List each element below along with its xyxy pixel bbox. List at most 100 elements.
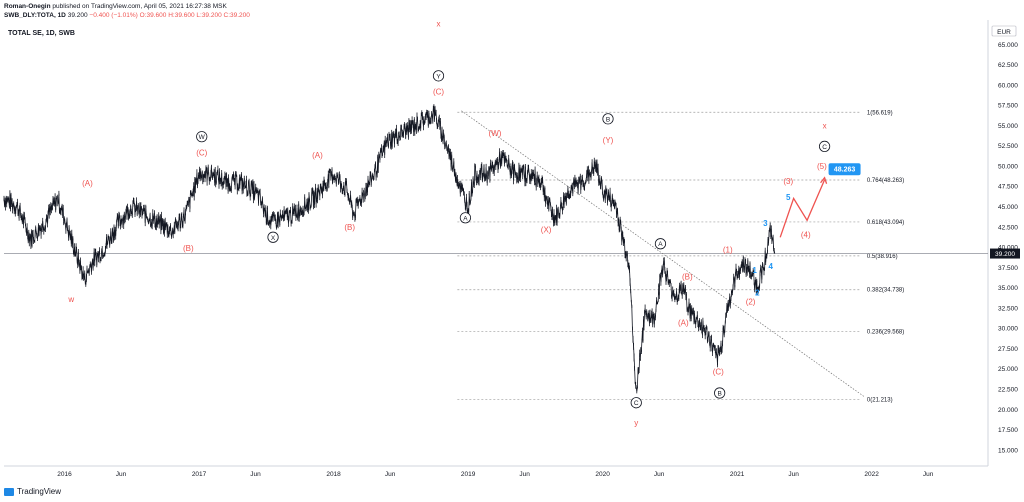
currency-label: EUR <box>997 29 1011 36</box>
y-tick-label: 50.000 <box>998 163 1018 170</box>
wave-label: C <box>634 400 639 407</box>
target-badge-label: 48.263 <box>834 167 856 174</box>
wave-label-circle <box>602 113 614 125</box>
wave-label: 4 <box>769 262 774 271</box>
wave-label: C <box>822 144 827 151</box>
wave-label-circle <box>432 70 445 82</box>
wave-label-circle <box>818 140 831 153</box>
logo-text: TradingView <box>17 487 62 496</box>
ohlc-values: O:39.600 H:39.600 L:39.200 C:39.200 <box>139 12 250 19</box>
projection-arrowhead <box>820 176 828 184</box>
fib-level-label: 0.618(43.094) <box>867 220 904 226</box>
y-tick-label: 35.000 <box>998 285 1018 292</box>
x-tick-label: Jun <box>923 471 934 478</box>
x-tick-label: Jun <box>788 471 799 478</box>
wave-label: (A) <box>82 179 93 188</box>
y-tick-label: 27.500 <box>998 346 1018 353</box>
wave-label: W <box>199 134 206 141</box>
y-tick-label: 37.500 <box>998 265 1018 272</box>
last-price-badge <box>990 248 1020 259</box>
x-tick-label: Jun <box>250 471 261 478</box>
x-tick-label: 2022 <box>864 471 879 478</box>
y-tick-label: 30.000 <box>998 326 1018 333</box>
author-name[interactable]: Roman-Onegin <box>4 3 51 10</box>
fib-level-label: 0.764(48.263) <box>867 178 904 184</box>
y-tick-label: 22.500 <box>998 387 1018 394</box>
x-tick-label: Jun <box>385 471 396 478</box>
published-info: published on TradingView.com, April 05, … <box>52 3 227 10</box>
wave-label: X <box>271 235 276 242</box>
wave-label: A <box>463 215 468 222</box>
y-tick-label: 40.000 <box>998 245 1018 252</box>
x-tick-label: Jun <box>116 471 127 478</box>
currency-box <box>991 25 1017 37</box>
x-tick-label: Jun <box>519 471 530 478</box>
wave-label: (A) <box>312 151 323 160</box>
wave-label: (A) <box>678 319 689 328</box>
y-tick-label: 52.500 <box>998 143 1018 150</box>
y-tick-label: 17.500 <box>998 427 1018 434</box>
wave-label: B <box>606 116 610 123</box>
y-tick-label: 25.000 <box>998 366 1018 373</box>
y-tick-label: 15.000 <box>998 447 1018 454</box>
tradingview-logo-icon <box>4 487 14 496</box>
y-tick-label: 45.000 <box>998 204 1018 211</box>
wave-label: (Y) <box>603 136 614 145</box>
wave-label: 3 <box>763 219 768 228</box>
symbol-line: SWB_DLY:TOTA, 1D <box>4 12 66 19</box>
y-tick-label: 57.500 <box>998 103 1018 110</box>
last-price-badge-label: 39.200 <box>995 251 1015 258</box>
target-badge <box>828 163 861 176</box>
projection-path <box>779 179 826 238</box>
y-tick-label: 47.500 <box>998 184 1018 191</box>
wave-label-circle <box>459 212 472 224</box>
wave-label: (1) <box>723 246 733 255</box>
x-tick-label: 2016 <box>57 471 72 478</box>
wave-label: 5 <box>786 193 791 202</box>
y-tick-label: 42.500 <box>998 224 1018 231</box>
wave-label: (B) <box>183 244 194 253</box>
fib-level-label: 0.236(29.568) <box>867 330 904 336</box>
y-tick-label: 32.500 <box>998 305 1018 312</box>
y-tick-label: 65.000 <box>998 42 1018 49</box>
wave-label: (X) <box>541 225 552 234</box>
chart-header: Roman-Onegin published on TradingView.co… <box>4 2 250 20</box>
y-tick-label: 60.000 <box>998 82 1018 89</box>
tradingview-logo[interactable]: TradingView <box>4 487 61 496</box>
wave-label-circle <box>267 231 279 243</box>
wave-label: x <box>437 19 441 28</box>
wave-label-circle <box>196 131 208 143</box>
fib-level-label: 0(21.213) <box>867 397 893 403</box>
x-tick-label: 2019 <box>461 471 476 478</box>
fib-level-label: 0.382(34.738) <box>867 288 904 294</box>
wave-label: (4) <box>801 230 811 239</box>
wave-label: y <box>634 419 638 428</box>
wave-label: (3) <box>783 177 793 186</box>
last-price: 39.200 <box>67 12 88 19</box>
trendline <box>461 110 866 398</box>
wave-label: Y <box>436 73 441 80</box>
wave-label: (2) <box>746 298 756 307</box>
y-tick-label: 62.500 <box>998 62 1018 69</box>
wave-label: (C) <box>713 367 724 376</box>
fib-level-label: 0.5(38.916) <box>867 254 898 260</box>
wave-label: (C) <box>433 88 444 97</box>
price-series <box>3 106 776 392</box>
wave-label: (C) <box>196 148 207 157</box>
wave-label: 2 <box>755 289 760 298</box>
wave-label: w <box>67 295 74 304</box>
y-tick-label: 20.000 <box>998 407 1018 414</box>
wave-label-circle <box>714 387 726 399</box>
chart-title: TOTAL SE, 1D, SWB <box>8 30 75 37</box>
x-tick-label: 2017 <box>192 471 207 478</box>
price-change: −0.400 (−1.01%) <box>89 12 138 19</box>
x-tick-label: 2021 <box>730 471 745 478</box>
wave-label-circle <box>654 238 667 250</box>
wave-label-circle <box>630 397 642 409</box>
wave-label: (B) <box>344 223 355 232</box>
wave-label: A <box>658 241 663 248</box>
wave-label: (W) <box>489 129 502 138</box>
wave-label: (5) <box>817 162 827 171</box>
wave-label: x <box>823 122 827 131</box>
